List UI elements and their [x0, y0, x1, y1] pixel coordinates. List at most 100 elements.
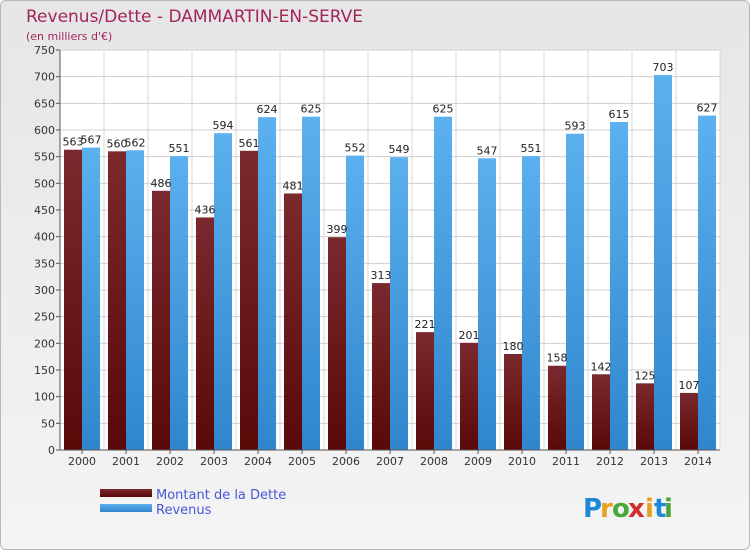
chart-subtitle: (en milliers d'€): [26, 30, 112, 43]
bar-revenue: [566, 133, 584, 450]
x-tick-label: 2013: [640, 455, 668, 468]
data-label-debt: 481: [283, 179, 304, 192]
y-tick-label: 50: [41, 417, 55, 430]
y-tick-label: 150: [34, 364, 55, 377]
bar-debt: [504, 354, 522, 450]
logo-letter: t: [654, 494, 666, 524]
data-label-revenue: 547: [477, 144, 498, 157]
y-tick-label: 650: [34, 97, 55, 110]
x-tick-label: 2010: [508, 455, 536, 468]
y-tick-label: 400: [34, 231, 55, 244]
logo-letter: x: [628, 494, 645, 524]
data-label-revenue: 551: [169, 142, 190, 155]
logo-letter: o: [612, 494, 630, 524]
bar-revenue: [654, 75, 672, 451]
bar-debt: [284, 193, 302, 450]
y-tick-label: 750: [34, 44, 55, 57]
data-label-revenue: 703: [653, 61, 674, 74]
x-tick-label: 2007: [376, 455, 404, 468]
data-label-debt: 221: [415, 318, 436, 331]
bar-debt: [548, 365, 566, 450]
data-label-debt: 486: [151, 177, 172, 190]
data-label-revenue: 552: [345, 142, 366, 155]
bar-debt: [64, 149, 82, 450]
data-label-debt: 142: [591, 360, 612, 373]
data-label-debt: 436: [195, 203, 216, 216]
bar-debt: [680, 392, 698, 450]
logo-letter: i: [645, 494, 654, 524]
chart-title: Revenus/Dette - DAMMARTIN-EN-SERVE: [26, 7, 363, 27]
data-label-debt: 560: [107, 137, 128, 150]
bar-revenue: [390, 157, 408, 450]
x-tick-label: 2003: [200, 455, 228, 468]
data-label-revenue: 615: [609, 108, 630, 121]
y-tick-label: 350: [34, 257, 55, 270]
data-label-debt: 107: [679, 379, 700, 392]
data-label-debt: 158: [547, 352, 568, 365]
bar-revenue: [214, 133, 232, 450]
x-tick-label: 2004: [244, 455, 272, 468]
x-tick-label: 2005: [288, 455, 316, 468]
bar-revenue: [82, 147, 100, 450]
x-tick-label: 2006: [332, 455, 360, 468]
x-tick-label: 2009: [464, 455, 492, 468]
data-label-revenue: 594: [213, 119, 234, 132]
data-label-debt: 563: [63, 136, 84, 149]
data-label-revenue: 551: [521, 142, 542, 155]
x-tick-label: 2000: [68, 455, 96, 468]
bar-debt: [636, 383, 654, 450]
legend-swatch-debt: [100, 489, 152, 497]
bar-revenue: [434, 116, 452, 451]
data-label-revenue: 549: [389, 143, 410, 156]
bar-debt: [372, 283, 390, 450]
data-label-debt: 201: [459, 329, 480, 342]
data-label-revenue: 625: [433, 103, 454, 116]
bar-revenue: [170, 156, 188, 450]
data-label-revenue: 567: [81, 134, 102, 147]
logo-letter: r: [600, 494, 613, 524]
bar-revenue: [126, 150, 144, 450]
x-tick-label: 2008: [420, 455, 448, 468]
logo-letter: P: [583, 494, 602, 524]
y-tick-label: 250: [34, 311, 55, 324]
data-label-debt: 399: [327, 223, 348, 236]
y-tick-label: 100: [34, 391, 55, 404]
bar-debt: [108, 151, 126, 451]
data-label-revenue: 625: [301, 103, 322, 116]
y-tick-label: 550: [34, 151, 55, 164]
x-tick-label: 2011: [552, 455, 580, 468]
axes: 0 50 100 150 200 250 300 350 400 450 500 550 600 650 7…: [34, 44, 720, 468]
y-tick-label: 300: [34, 284, 55, 297]
bar-revenue: [522, 156, 540, 450]
legend-label-revenue: Revenus: [156, 503, 212, 518]
y-tick-label: 0: [48, 444, 55, 457]
bars: [64, 75, 716, 451]
bar-debt: [416, 332, 434, 450]
data-label-debt: 561: [239, 137, 260, 150]
bar-revenue: [610, 122, 628, 450]
data-label-debt: 180: [503, 340, 524, 353]
bar-debt: [196, 217, 214, 450]
data-label-revenue: 593: [565, 120, 586, 133]
y-tick-label: 600: [34, 124, 55, 137]
data-label-debt: 125: [635, 369, 656, 382]
y-tick-label: 200: [34, 337, 55, 350]
bar-debt: [592, 374, 610, 450]
x-tick-label: 2012: [596, 455, 624, 468]
x-tick-label: 2001: [112, 455, 140, 468]
bar-revenue: [258, 117, 276, 450]
bar-revenue: [346, 155, 364, 450]
data-label-revenue: 562: [125, 136, 146, 149]
legend-label-debt: Montant de la Dette: [156, 488, 286, 503]
data-label-debt: 313: [371, 269, 392, 282]
y-tick-label: 500: [34, 177, 55, 190]
bar-debt: [328, 237, 346, 450]
bar-revenue: [698, 115, 716, 450]
proxiti-logo: Pr ox i ti: [583, 494, 673, 524]
data-label-revenue: 624: [257, 103, 278, 116]
data-label-revenue: 627: [697, 102, 718, 115]
x-tick-label: 2014: [684, 455, 712, 468]
bar-debt: [240, 150, 258, 451]
